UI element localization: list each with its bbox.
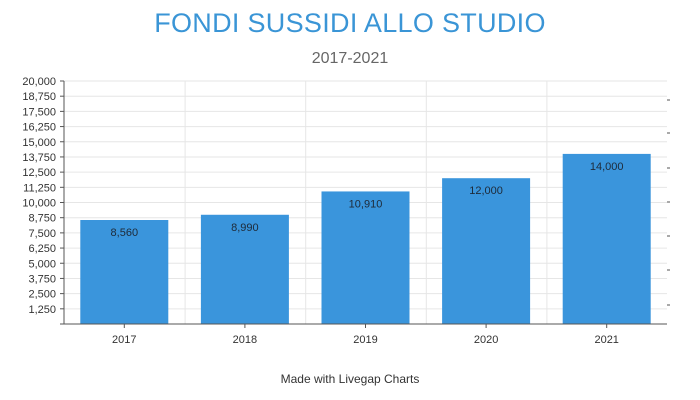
- y-tick-label: 15,000: [22, 137, 56, 149]
- y-tick-label: 17,500: [22, 106, 56, 118]
- y-tick-label: 5,000: [28, 258, 56, 270]
- y-tick-label: 12,500: [22, 167, 56, 179]
- bar-2018: [200, 214, 289, 324]
- y-tick-label: 7,500: [28, 228, 56, 240]
- x-tick-label-2020: 2020: [474, 334, 498, 346]
- bar-2017: [80, 219, 169, 324]
- data-label-2020: 12,000: [469, 185, 503, 197]
- bar-2019: [321, 191, 410, 324]
- x-tick-label-2021: 2021: [594, 334, 618, 346]
- bar-2020: [442, 178, 531, 324]
- bars: [80, 153, 651, 324]
- y-tick-label: 8,750: [28, 213, 56, 225]
- y-tick-label: 6,250: [28, 243, 56, 255]
- data-label-2018: 8,990: [231, 222, 259, 234]
- chart-credit: Made with Livegap Charts: [280, 372, 420, 386]
- y-tick-label: 18,750: [22, 91, 56, 103]
- labels: 1,250 2,500 3,750 5,000 6,250 7,500 8,750 10,00…: [22, 76, 623, 346]
- x-tick-label-2018: 2018: [233, 334, 257, 346]
- y-tick-label: 10,000: [22, 198, 56, 210]
- data-label-2017: 8,560: [111, 227, 139, 239]
- chart-subtitle: 2017-2021: [311, 50, 389, 67]
- chart-title: FONDI SUSSIDI ALLO STUDIO: [154, 8, 546, 38]
- x-tick-label-2017: 2017: [112, 334, 136, 346]
- y-tick-label: 16,250: [22, 122, 56, 134]
- data-label-2019: 10,910: [349, 198, 383, 210]
- bar-2021: [562, 153, 651, 324]
- y-tick-label: 13,750: [22, 152, 56, 164]
- y-tick-label: 2,500: [28, 289, 56, 301]
- y-tick-label: 3,750: [28, 273, 56, 285]
- y-tick-label: 20,000: [22, 76, 56, 88]
- y-tick-label: 11,250: [23, 182, 56, 194]
- y-tick-label: 1,250: [28, 304, 56, 316]
- axes: [60, 80, 670, 328]
- x-tick-label-2019: 2019: [353, 334, 377, 346]
- data-label-2021: 14,000: [590, 161, 624, 173]
